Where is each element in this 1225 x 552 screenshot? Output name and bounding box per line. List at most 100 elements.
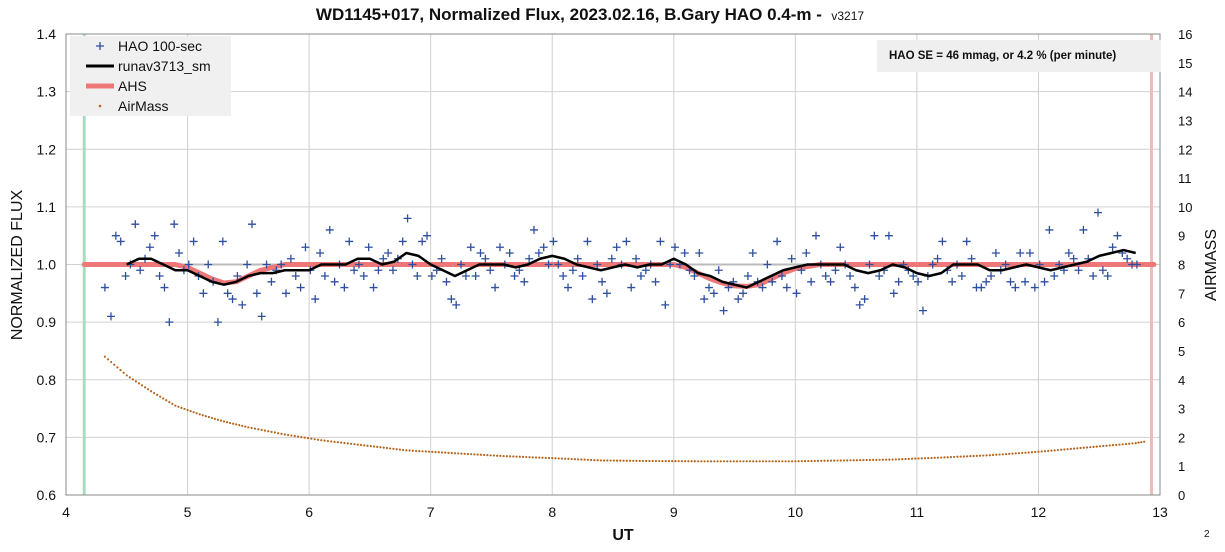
x-tick-label: 13 (1152, 504, 1168, 520)
x-tick-label: 11 (910, 504, 925, 520)
airmass-point (1014, 452, 1017, 455)
airmass-point (518, 455, 521, 458)
airmass-point (599, 459, 602, 462)
airmass-point (703, 460, 706, 463)
hao-point (1045, 225, 1054, 234)
airmass-point (541, 456, 544, 459)
airmass-point (962, 455, 965, 458)
airmass-point (140, 384, 144, 387)
airmass-point (829, 459, 833, 462)
airmass-point (343, 441, 346, 445)
airmass-point (658, 459, 661, 463)
x-tick-label: 7 (427, 504, 435, 520)
airmass-point (878, 458, 881, 461)
legend-label: runav3713_sm (118, 58, 211, 74)
airmass-point (752, 460, 755, 463)
airmass-point (515, 455, 518, 458)
airmass-point (195, 412, 198, 415)
hao-point (1021, 277, 1030, 286)
legend-label: AHS (118, 78, 147, 94)
airmass-point (914, 457, 917, 460)
airmass-point (146, 388, 150, 391)
hao-point (724, 283, 733, 292)
hao-point (131, 220, 140, 229)
airmass-point (852, 459, 855, 462)
hao-point (938, 237, 947, 246)
airmass-point (247, 426, 250, 429)
airmass-point (440, 451, 444, 454)
hao-point (452, 300, 461, 309)
airmass-point (1021, 451, 1024, 455)
airmass-point (431, 450, 434, 453)
legend-label: AirMass (118, 98, 169, 114)
legend-label: HAO 100-sec (118, 38, 202, 54)
y-tick-label: 1.2 (37, 141, 57, 157)
airmass-point (382, 446, 385, 449)
hao-point (379, 254, 388, 263)
airmass-point (353, 443, 356, 446)
airmass-point (366, 444, 369, 447)
airmass-point (742, 460, 745, 463)
hao-point (423, 231, 432, 240)
airmass-point (1118, 443, 1121, 446)
airmass-point (283, 433, 286, 436)
y2-tick-label: 5 (1178, 344, 1185, 359)
airmass-point (263, 429, 267, 432)
airmass-point (609, 459, 612, 462)
hao-point (398, 237, 407, 246)
series-airmass (103, 355, 1146, 463)
hao-point (486, 266, 495, 275)
hao-point (549, 237, 558, 246)
hao-point (345, 237, 354, 246)
airmass-point (1137, 441, 1140, 444)
airmass-point (849, 459, 852, 462)
airmass-point (1024, 451, 1027, 454)
hao-point (987, 272, 996, 281)
hao-point (807, 277, 816, 286)
hao-point (573, 254, 582, 263)
airmass-point (761, 460, 765, 463)
airmass-point (651, 459, 654, 463)
hao-point (739, 289, 748, 298)
airmass-point (1085, 446, 1089, 449)
hao-point (918, 306, 927, 315)
airmass-point (1134, 442, 1137, 445)
y2-tick-label: 13 (1178, 113, 1192, 128)
airmass-point (625, 459, 628, 462)
airmass-point (143, 386, 147, 389)
hao-point (291, 272, 300, 281)
y-tick-label: 1.3 (37, 84, 57, 100)
x-tick-label: 6 (305, 504, 313, 520)
airmass-point (719, 460, 722, 463)
airmass-point (336, 441, 339, 444)
airmass-point (622, 459, 625, 462)
airmass-point (453, 452, 457, 455)
airmass-point (1073, 447, 1076, 450)
y-tick-label: 1.4 (37, 26, 57, 42)
airmass-point (1131, 442, 1134, 445)
airmass-point (508, 455, 512, 458)
airmass-point (619, 459, 622, 462)
airmass-point (1108, 444, 1111, 447)
airmass-point (1143, 440, 1146, 443)
airmass-point (1047, 449, 1050, 453)
airmass-point (868, 458, 871, 462)
airmass-point (969, 455, 972, 458)
hao-point (121, 272, 130, 281)
hao-point (437, 254, 446, 263)
airmass-point (103, 355, 106, 358)
airmass-point (476, 453, 479, 456)
hao-point (889, 289, 898, 298)
hao-point (340, 283, 349, 292)
airmass-point (596, 459, 599, 462)
airmass-point (512, 455, 515, 458)
airmass-point (316, 438, 320, 441)
airmass-point (137, 382, 141, 385)
airmass-point (732, 460, 735, 463)
airmass-point (1050, 449, 1053, 452)
hao-point (150, 231, 159, 240)
hao-point (612, 243, 621, 252)
hao-point (695, 248, 704, 257)
airmass-point (168, 400, 171, 404)
airmass-point (590, 458, 593, 462)
